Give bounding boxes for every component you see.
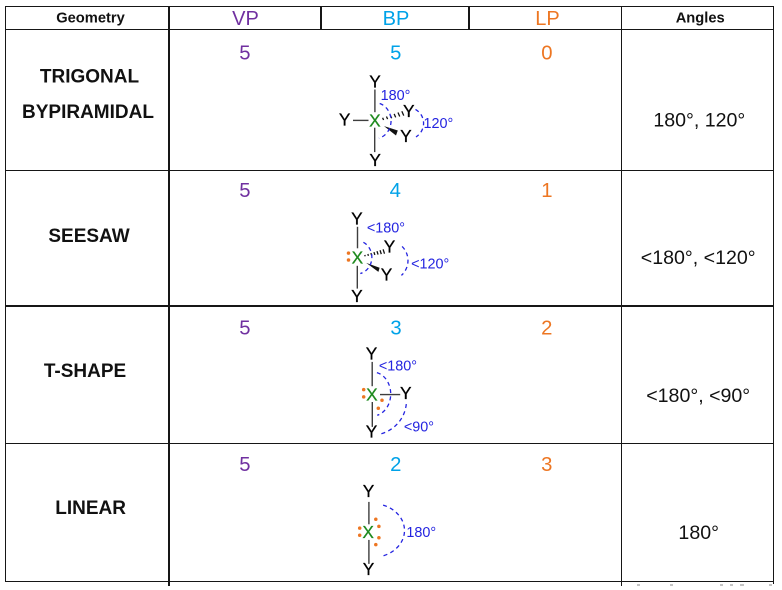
- svg-text:3: 3: [390, 317, 401, 339]
- svg-text:1: 1: [541, 180, 552, 202]
- svg-text:180°: 180°: [381, 88, 411, 104]
- svg-text:X: X: [366, 384, 378, 404]
- svg-text:BYPIRAMIDAL: BYPIRAMIDAL: [22, 102, 154, 123]
- svg-text:5: 5: [239, 317, 250, 339]
- svg-text:Y: Y: [363, 559, 375, 579]
- svg-text:<90°: <90°: [404, 420, 434, 436]
- svg-text:Angles: Angles: [676, 10, 725, 26]
- svg-text:TRIGONAL: TRIGONAL: [40, 67, 140, 88]
- svg-text:Y: Y: [384, 237, 396, 257]
- svg-text:<180°, <120°: <180°, <120°: [641, 247, 756, 269]
- svg-text:Y: Y: [363, 481, 375, 501]
- svg-text:<180°: <180°: [379, 358, 417, 374]
- svg-text:4: 4: [390, 180, 401, 202]
- svg-text:Y: Y: [339, 110, 351, 130]
- svg-text:X: X: [352, 247, 364, 267]
- svg-text:Y: Y: [369, 150, 381, 170]
- svg-text:X: X: [362, 522, 374, 542]
- svg-text:LP: LP: [535, 8, 559, 30]
- svg-text:Y: Y: [351, 286, 363, 306]
- svg-text:180°: 180°: [678, 522, 719, 544]
- svg-text:<180°: <180°: [367, 220, 405, 236]
- svg-text:5: 5: [239, 42, 250, 64]
- svg-text:BP: BP: [383, 8, 410, 30]
- svg-text:Y: Y: [369, 71, 381, 91]
- svg-text:<120°: <120°: [411, 256, 449, 272]
- svg-text:Y: Y: [400, 126, 412, 146]
- svg-text:LINEAR: LINEAR: [55, 498, 126, 519]
- svg-text:5: 5: [239, 180, 250, 202]
- svg-text:2: 2: [541, 317, 552, 339]
- svg-text:Y: Y: [351, 209, 363, 229]
- svg-text:Y: Y: [400, 383, 412, 403]
- svg-text:VP: VP: [232, 8, 259, 30]
- svg-text:SEESAW: SEESAW: [48, 226, 129, 247]
- svg-text:Y: Y: [366, 421, 378, 441]
- svg-text:<180°, <90°: <180°, <90°: [646, 385, 750, 407]
- svg-text:T-SHAPE: T-SHAPE: [44, 361, 126, 382]
- svg-text:180°, 120°: 180°, 120°: [653, 110, 745, 132]
- svg-text:3: 3: [541, 454, 552, 476]
- svg-text:Y: Y: [366, 343, 378, 363]
- svg-text:Y: Y: [403, 101, 415, 121]
- svg-text:Geometry: Geometry: [56, 10, 125, 26]
- svg-text:0: 0: [541, 42, 552, 64]
- svg-text:180°: 180°: [406, 525, 436, 541]
- svg-text:5: 5: [239, 454, 250, 476]
- svg-text:X: X: [369, 111, 381, 131]
- svg-text:5: 5: [390, 42, 401, 64]
- svg-text:120°: 120°: [424, 116, 454, 132]
- svg-text:Y: Y: [381, 265, 393, 285]
- svg-text:2: 2: [390, 454, 401, 476]
